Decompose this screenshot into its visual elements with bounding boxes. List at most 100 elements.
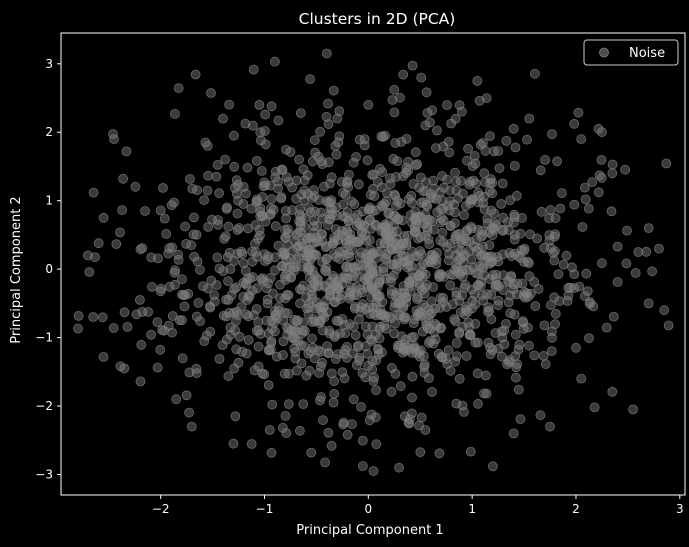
- data-point: [299, 175, 310, 186]
- data-point: [486, 205, 497, 216]
- data-point: [143, 306, 154, 317]
- data-point: [135, 244, 146, 255]
- data-point: [416, 412, 427, 423]
- data-point: [273, 115, 284, 126]
- data-point: [435, 235, 446, 246]
- data-point: [394, 462, 405, 473]
- data-point: [263, 380, 274, 391]
- data-point: [597, 127, 607, 138]
- data-point: [569, 118, 580, 129]
- data-point: [189, 212, 199, 223]
- data-point: [296, 189, 307, 200]
- data-point: [466, 254, 477, 265]
- data-point: [536, 206, 547, 217]
- data-point: [529, 350, 540, 361]
- data-point: [522, 134, 532, 145]
- data-point: [484, 240, 495, 251]
- data-point: [88, 187, 99, 198]
- data-point: [230, 411, 241, 422]
- data-point: [181, 390, 192, 401]
- data-point: [408, 178, 419, 189]
- data-point: [450, 316, 461, 327]
- data-point: [276, 192, 287, 203]
- data-point: [294, 203, 305, 214]
- data-point: [278, 350, 288, 361]
- data-point: [511, 289, 522, 300]
- data-point: [119, 363, 130, 374]
- data-point: [253, 317, 264, 328]
- data-point: [593, 187, 604, 198]
- data-point: [401, 256, 412, 267]
- data-point: [328, 238, 339, 249]
- data-point: [377, 167, 388, 178]
- data-point: [510, 329, 521, 340]
- data-point: [317, 308, 328, 319]
- data-point: [473, 243, 484, 254]
- data-point: [412, 159, 423, 170]
- data-point: [386, 289, 397, 300]
- data-point: [324, 285, 335, 296]
- data-point: [396, 288, 407, 299]
- data-point: [287, 182, 298, 193]
- data-point: [486, 223, 497, 234]
- data-point: [395, 381, 406, 392]
- data-point: [659, 305, 670, 316]
- data-point: [438, 141, 449, 152]
- data-point: [398, 238, 409, 249]
- data-point: [390, 137, 401, 148]
- data-point: [547, 326, 557, 337]
- data-point: [387, 95, 398, 105]
- data-point: [374, 276, 385, 287]
- data-point: [397, 215, 408, 226]
- data-point: [654, 243, 664, 254]
- data-point: [152, 317, 163, 328]
- data-point: [352, 209, 363, 220]
- data-point: [524, 258, 534, 269]
- data-point: [502, 276, 513, 286]
- data-point: [233, 195, 243, 206]
- x-axis: −2 −1 0 1 2 3: [152, 495, 684, 516]
- data-point: [147, 281, 157, 292]
- data-point: [454, 267, 464, 277]
- data-point: [161, 228, 172, 239]
- data-point: [221, 311, 232, 322]
- data-point: [386, 386, 397, 397]
- data-point: [434, 272, 445, 283]
- data-point: [369, 372, 379, 383]
- data-point: [561, 250, 572, 261]
- data-point: [223, 221, 234, 232]
- data-point: [555, 203, 566, 214]
- data-point: [487, 188, 498, 199]
- plot-area-frame: [60, 32, 686, 496]
- data-point: [323, 220, 334, 231]
- x-tick-label: 2: [572, 502, 580, 516]
- data-point: [309, 191, 320, 201]
- data-point: [419, 367, 430, 378]
- data-point: [201, 330, 212, 341]
- data-point: [569, 199, 580, 210]
- data-point: [509, 209, 520, 220]
- data-point: [524, 340, 534, 351]
- data-point: [606, 206, 617, 217]
- data-point: [357, 206, 368, 217]
- data-point: [403, 156, 414, 167]
- data-point: [647, 266, 657, 277]
- data-point: [378, 131, 389, 142]
- data-point: [412, 294, 422, 304]
- data-point: [350, 330, 361, 341]
- data-point: [315, 346, 326, 357]
- data-point: [159, 213, 170, 224]
- data-point: [171, 394, 182, 405]
- data-point: [390, 368, 401, 379]
- data-point: [503, 357, 514, 368]
- data-point: [546, 346, 557, 357]
- data-point: [169, 109, 180, 119]
- data-point: [108, 129, 118, 139]
- data-point: [407, 371, 418, 382]
- data-point: [453, 244, 464, 255]
- data-point: [424, 214, 435, 225]
- data-point: [266, 194, 277, 204]
- data-point: [281, 262, 292, 273]
- data-point: [407, 60, 418, 71]
- data-point: [509, 160, 520, 171]
